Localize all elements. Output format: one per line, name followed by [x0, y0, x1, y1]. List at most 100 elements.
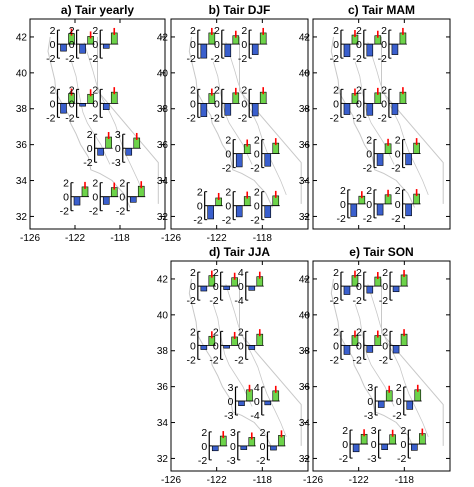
- inset-tick-label: -3: [367, 453, 376, 465]
- panel-title: e) Tair SON: [349, 245, 413, 259]
- inset-tick-label: -2: [397, 453, 406, 465]
- bar-series-a: [251, 103, 259, 117]
- inset-tick-label: 0: [225, 149, 231, 161]
- inset-chart: 2 0 -2: [330, 25, 359, 65]
- inset-tick-label: 2: [382, 267, 388, 279]
- y-tick-label: 42: [157, 274, 169, 285]
- coastline: [47, 36, 131, 208]
- inset-chart: 2 0 -2: [116, 178, 146, 218]
- inset-tick-label: 0: [190, 39, 196, 51]
- inset-tick-label: 2: [381, 25, 387, 37]
- inset-tick-label: 0: [92, 192, 98, 204]
- y-tick-label: 36: [299, 382, 311, 393]
- inset-chart: 2 0 -2: [392, 382, 422, 422]
- inset-tick-label: 0: [260, 441, 266, 453]
- inset-tick-label: 2: [225, 135, 231, 147]
- inset-tick-label: 0: [190, 98, 196, 110]
- inset-tick-label: 0: [69, 39, 75, 51]
- basin-line: [83, 42, 144, 196]
- bar-series-a: [366, 43, 374, 57]
- inset-tick-label: -2: [378, 53, 387, 65]
- y-tick-label: 32: [299, 454, 311, 465]
- inset-tick-label: 0: [238, 281, 244, 293]
- panel-4: e) Tair SON-126 -122 -11832343638404220-22…: [299, 245, 451, 486]
- bar-series-a: [343, 345, 351, 355]
- inset-tick-label: 0: [254, 396, 260, 408]
- inset-tick-label: -2: [116, 206, 125, 218]
- inset-chart: 2 0 -2: [378, 25, 407, 65]
- inset-tick-label: -3: [364, 410, 373, 422]
- inset-chart: 2 0 -2: [336, 185, 366, 225]
- x-tick-label: -122: [65, 233, 85, 244]
- inset-tick-label: 0: [254, 201, 260, 213]
- inset-chart: 2 0 -2: [339, 425, 369, 465]
- bar-series-a: [405, 153, 412, 166]
- state-border: [239, 36, 302, 204]
- inset-tick-label: 0: [87, 143, 93, 155]
- x-tick-label: -118: [110, 233, 130, 244]
- inset-tick-label: -3: [226, 455, 235, 467]
- inset-chart: 2 0 -2: [352, 84, 382, 124]
- inset-chart: 2 0 -2: [250, 187, 280, 227]
- bar-series-a: [238, 400, 245, 406]
- inset-tick-label: 2: [356, 326, 362, 338]
- y-tick-label: 40: [299, 68, 311, 79]
- y-tick-label: 36: [299, 140, 311, 151]
- inset-chart: 2 0 -2: [238, 25, 268, 65]
- inset-tick-label: -2: [193, 215, 202, 227]
- inset-tick-label: 0: [366, 149, 372, 161]
- inset-tick-label: -2: [186, 53, 195, 65]
- inset-tick-label: -2: [46, 112, 55, 124]
- inset-tick-label: 3: [230, 427, 236, 439]
- inset-tick-label: 0: [400, 439, 406, 451]
- inset-tick-label: 0: [382, 281, 388, 293]
- inset-tick-label: -2: [210, 112, 219, 124]
- inset-chart: 3 0 -3: [224, 382, 254, 422]
- inset-tick-label: 0: [371, 439, 377, 451]
- inset-chart: 2 0 -2: [222, 135, 252, 175]
- inset-tick-label: 0: [333, 39, 339, 51]
- inset-chart: 2 0 -2: [209, 267, 239, 307]
- inset-chart: 2 0 -2: [352, 326, 382, 366]
- x-tick-label: -118: [253, 475, 273, 486]
- inset-chart: 2 0 -2: [186, 326, 216, 366]
- bar-series-a: [200, 345, 208, 350]
- y-tick-label: 40: [16, 68, 28, 79]
- inset-tick-label: -2: [336, 213, 345, 225]
- bar-series-a: [264, 400, 272, 406]
- inset-tick-label: -2: [186, 354, 195, 366]
- bar-series-a: [376, 153, 384, 166]
- inset-tick-label: 0: [396, 396, 402, 408]
- inset-tick-label: 2: [190, 84, 196, 96]
- inset-chart: 2 0 -2: [397, 425, 427, 465]
- inset-tick-label: 3: [115, 129, 121, 141]
- bar-series-a: [366, 345, 374, 353]
- inset-tick-label: 2: [340, 185, 346, 197]
- inset-tick-label: 0: [342, 439, 348, 451]
- inset-chart: 2 0 -2: [378, 84, 407, 124]
- inset-tick-label: 0: [241, 39, 247, 51]
- inset-tick-label: -2: [379, 354, 388, 366]
- inset-tick-label: -2: [234, 354, 243, 366]
- inset-tick-label: -2: [209, 354, 218, 366]
- panel-0: a) Tair yearly-126 -122 -11832343638404220…: [16, 3, 166, 244]
- inset-tick-label: -2: [209, 295, 218, 307]
- inset-chart: 3 0 -3: [226, 427, 256, 467]
- inset-tick-label: -2: [186, 112, 195, 124]
- bar-series-a: [200, 103, 208, 117]
- inset-chart: 2 0 -2: [238, 84, 268, 124]
- inset-tick-label: 0: [367, 396, 373, 408]
- y-tick-label: 38: [16, 104, 28, 115]
- bar-series-a: [376, 203, 384, 216]
- inset-tick-label: 0: [356, 281, 362, 293]
- bar-series-a: [270, 445, 277, 451]
- inset-tick-label: 2: [197, 187, 203, 199]
- inset-tick-label: 2: [190, 267, 196, 279]
- inset-chart: 2 0 -2: [89, 84, 119, 124]
- panel-3: d) Tair JJA-126 -122 -11832343638404220-22…: [157, 245, 309, 486]
- inset-chart: 2 0 -2: [391, 135, 421, 175]
- y-tick-label: 32: [16, 212, 28, 223]
- inset-tick-label: 2: [213, 267, 219, 279]
- bar-series-a: [240, 445, 248, 450]
